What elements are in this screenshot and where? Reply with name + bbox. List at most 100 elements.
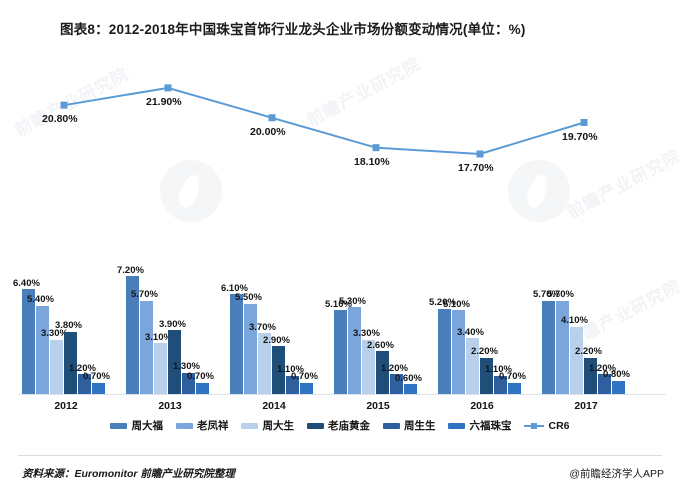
line-marker-2012[interactable] — [60, 101, 68, 109]
bar-value-label: 0.70% — [83, 371, 110, 383]
bar-周大福-2017[interactable]: 5.70% — [533, 256, 560, 394]
bar-value-label: 1.10% — [485, 364, 512, 376]
bar-value-label: 3.40% — [457, 326, 484, 338]
legend-item-周生生[interactable]: 周生生 — [382, 418, 435, 433]
legend-item-周大生[interactable]: 周大生 — [241, 418, 294, 433]
bar-value-label: 1.20% — [69, 362, 96, 374]
bar-rect — [272, 346, 285, 394]
bar-value-label: 3.30% — [41, 328, 68, 340]
bar-rect — [556, 300, 569, 394]
bar-value-label: 6.40% — [13, 277, 40, 289]
legend-item-周大福[interactable]: 周大福 — [110, 418, 163, 433]
bar-周大生-2013[interactable]: 3.10% — [145, 256, 172, 394]
line-marker-2013[interactable] — [164, 84, 172, 92]
bar-周生生-2017[interactable]: 1.20% — [589, 256, 616, 394]
bar-老庙黄金-2016[interactable]: 2.20% — [471, 256, 498, 394]
bar-rect — [598, 374, 611, 394]
bar-rect — [390, 374, 403, 394]
axis-baseline — [18, 394, 666, 395]
bar-value-label: 2.60% — [367, 339, 394, 351]
bar-value-label: 1.20% — [589, 362, 616, 374]
bar-rect — [92, 382, 105, 394]
line-marker-2017[interactable] — [580, 119, 588, 126]
bar-老凤祥-2014[interactable]: 5.50% — [235, 256, 262, 394]
bar-rect — [376, 351, 389, 394]
bar-rect — [22, 289, 35, 394]
bar-group-2015: 5.10% 5.30% 3.30% 2.60% 1.20% 0.60% — [325, 256, 422, 394]
bar-rect — [542, 300, 555, 394]
bar-老庙黄金-2013[interactable]: 3.90% — [159, 256, 186, 394]
bar-周生生-2014[interactable]: 1.10% — [277, 256, 304, 394]
bar-rect — [494, 375, 507, 394]
bar-rect — [78, 374, 91, 394]
bar-value-label: 0.70% — [187, 371, 214, 383]
line-value-label-2016: 17.70% — [458, 161, 494, 174]
legend-item-老凤祥[interactable]: 老凤祥 — [175, 418, 229, 433]
bar-周大生-2017[interactable]: 4.10% — [561, 256, 588, 394]
line-value-label-2014: 20.00% — [250, 125, 286, 138]
legend-label: 周大福 — [131, 420, 163, 432]
bar-老凤祥-2012[interactable]: 5.40% — [27, 256, 54, 394]
line-marker-2015[interactable] — [372, 144, 380, 152]
legend-item-CR6[interactable]: CR6 — [524, 419, 570, 432]
bar-周大福-2015[interactable]: 5.10% — [325, 256, 352, 394]
line-marker-2014[interactable] — [268, 114, 276, 122]
bar-rect — [286, 375, 299, 394]
bar-老庙黄金-2014[interactable]: 2.90% — [263, 256, 290, 394]
bar-周生生-2013[interactable]: 1.30% — [173, 256, 200, 394]
bar-老庙黄金-2017[interactable]: 2.20% — [575, 256, 602, 394]
legend-swatch-icon — [175, 422, 193, 429]
bar-周大生-2016[interactable]: 3.40% — [457, 256, 484, 394]
line-value-label-2015: 18.10% — [354, 155, 390, 168]
bar-六福珠宝-2014[interactable]: 0.70% — [291, 256, 318, 394]
bar-周生生-2015[interactable]: 1.20% — [381, 256, 408, 394]
bar-value-label: 2.20% — [471, 346, 498, 358]
legend-label: 六福珠宝 — [469, 420, 512, 432]
bar-value-label: 3.10% — [145, 331, 172, 343]
line-marker-2016[interactable] — [476, 150, 484, 158]
bar-六福珠宝-2013[interactable]: 0.70% — [187, 256, 214, 394]
bar-六福珠宝-2017[interactable]: 0.80% — [603, 256, 630, 394]
bar-value-label: 7.20% — [117, 264, 144, 276]
bar-value-label: 1.30% — [173, 361, 200, 373]
bar-六福珠宝-2015[interactable]: 0.60% — [395, 256, 422, 394]
bar-老凤祥-2017[interactable]: 5.70% — [547, 256, 574, 394]
bar-老庙黄金-2015[interactable]: 2.60% — [367, 256, 394, 394]
bar-value-label: 5.20% — [429, 297, 456, 309]
bar-value-label: 5.50% — [235, 292, 262, 304]
bar-value-label: 3.30% — [353, 328, 380, 340]
bar-rect — [50, 339, 63, 394]
bar-老凤祥-2015[interactable]: 5.30% — [339, 256, 366, 394]
bar-rect — [168, 330, 181, 394]
bar-周大福-2012[interactable]: 6.40% — [13, 256, 40, 394]
bar-rect — [362, 339, 375, 394]
bar-rect — [466, 338, 479, 394]
bar-周生生-2012[interactable]: 1.20% — [69, 256, 96, 394]
bar-rect — [230, 294, 243, 394]
bar-rect — [196, 382, 209, 394]
bar-rect — [612, 380, 625, 394]
legend-label: CR6 — [548, 419, 570, 432]
legend-item-六福珠宝[interactable]: 六福珠宝 — [448, 418, 511, 433]
bar-value-label: 2.20% — [575, 346, 602, 358]
bar-周大生-2015[interactable]: 3.30% — [353, 256, 380, 394]
bar-周大生-2012[interactable]: 3.30% — [41, 256, 68, 394]
bar-value-label: 4.10% — [561, 315, 588, 327]
bar-六福珠宝-2012[interactable]: 0.70% — [83, 256, 110, 394]
bar-周大生-2014[interactable]: 3.70% — [249, 256, 276, 394]
legend-item-老庙黄金[interactable]: 老庙黄金 — [306, 418, 370, 433]
bar-value-label: 5.40% — [27, 294, 54, 305]
line-value-label-2012: 20.80% — [42, 113, 78, 126]
bar-老凤祥-2013[interactable]: 5.70% — [131, 256, 158, 394]
bar-周大福-2014[interactable]: 6.10% — [221, 256, 248, 394]
bar-老凤祥-2016[interactable]: 5.10% — [443, 256, 470, 394]
bar-六福珠宝-2016[interactable]: 0.70% — [499, 256, 526, 394]
bar-rect — [64, 331, 77, 394]
bar-周大福-2016[interactable]: 5.20% — [429, 256, 456, 394]
legend-label: 老凤祥 — [196, 420, 229, 432]
bar-周大福-2013[interactable]: 7.20% — [117, 256, 144, 394]
bar-周生生-2016[interactable]: 1.10% — [485, 256, 512, 394]
bar-老庙黄金-2012[interactable]: 3.80% — [55, 256, 82, 394]
bar-rect — [126, 276, 139, 394]
bar-rect — [244, 303, 257, 394]
